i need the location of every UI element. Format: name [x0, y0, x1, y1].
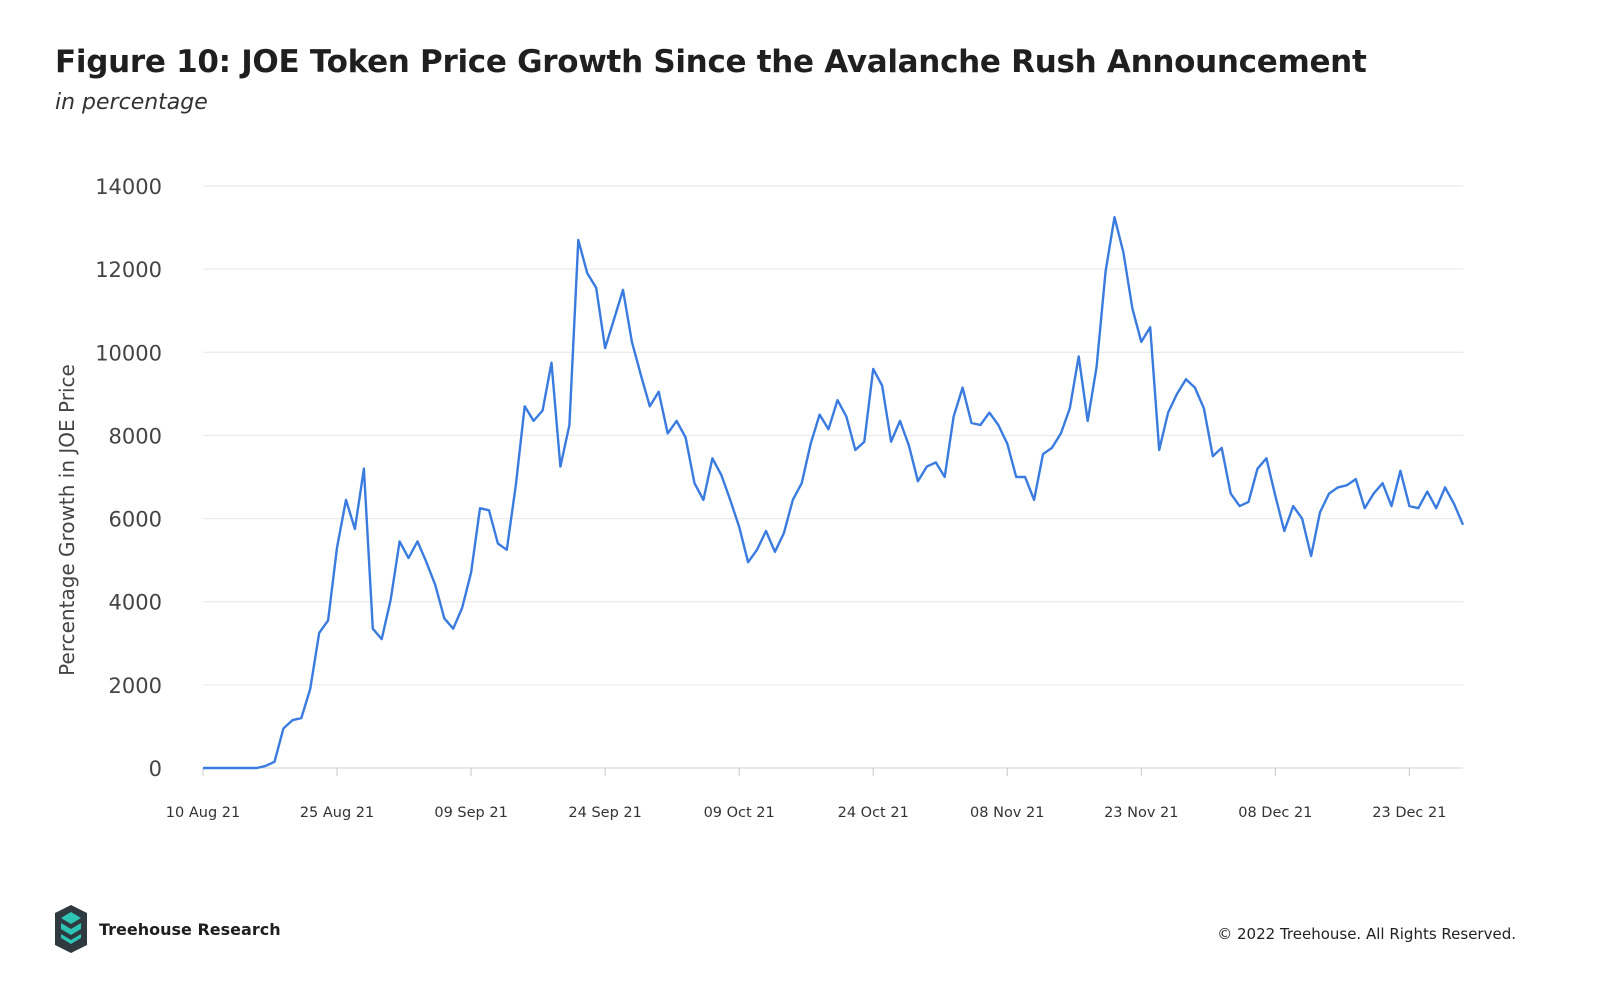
x-tick-label: 08 Dec 21 — [1238, 805, 1312, 821]
y-tick-label: 8000 — [109, 424, 162, 448]
y-tick-label: 4000 — [109, 591, 162, 615]
copyright-text: © 2022 Treehouse. All Rights Reserved. — [1217, 925, 1516, 943]
x-tick-label: 25 Aug 21 — [300, 805, 374, 821]
treehouse-logo-icon — [55, 905, 87, 953]
gridlines — [203, 185, 1463, 686]
x-tick-label: 09 Oct 21 — [704, 805, 775, 821]
x-tick-label: 23 Nov 21 — [1104, 805, 1178, 821]
brand-name: Treehouse Research — [99, 919, 281, 939]
series-line — [203, 216, 1465, 770]
y-axis-label: Percentage Growth in JOE Price — [55, 364, 79, 676]
y-tick-label: 2000 — [109, 674, 162, 698]
chart-title: Figure 10: JOE Token Price Growth Since … — [55, 44, 1367, 80]
brand: Treehouse Research — [55, 905, 281, 953]
x-tick-label: 08 Nov 21 — [970, 805, 1044, 821]
x-tick-label: 10 Aug 21 — [166, 805, 240, 821]
y-axis-ticks: 0 2000 4000 6000 8000 10000 12000 14000 — [95, 175, 162, 781]
x-tick-label: 24 Oct 21 — [838, 805, 909, 821]
x-axis: 10 Aug 21 25 Aug 21 09 Sep 21 24 Sep 21 09 O… — [166, 767, 1463, 821]
y-tick-label: 6000 — [109, 508, 162, 532]
y-tick-label: 14000 — [95, 175, 162, 199]
x-tick-label: 24 Sep 21 — [568, 805, 641, 821]
x-tick-label: 23 Dec 21 — [1372, 805, 1446, 821]
y-tick-label: 10000 — [95, 341, 162, 365]
x-tick-label: 09 Sep 21 — [434, 805, 507, 821]
y-tick-label: 12000 — [95, 258, 162, 282]
y-tick-label: 0 — [149, 757, 162, 781]
chart-subtitle: in percentage — [55, 90, 208, 115]
